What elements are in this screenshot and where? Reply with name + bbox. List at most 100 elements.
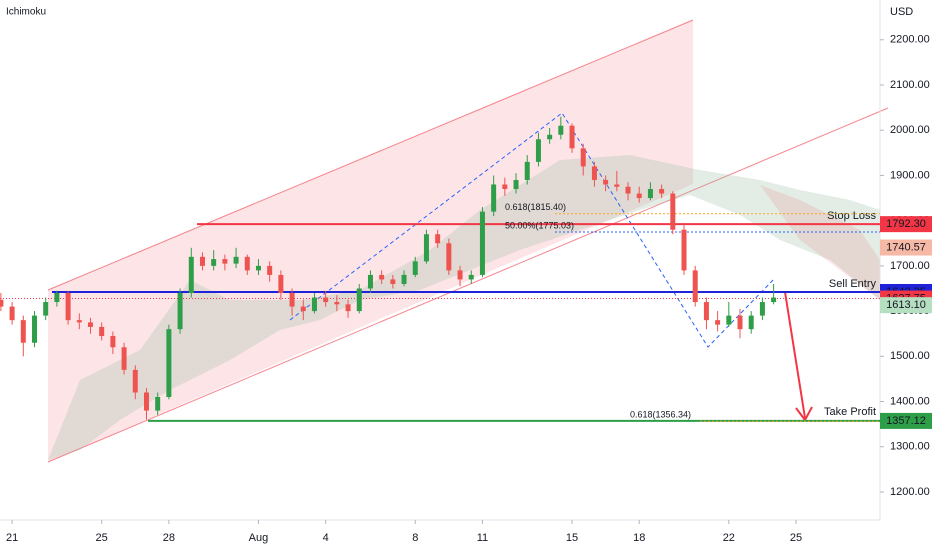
y-tick-label: 2100.00	[890, 79, 930, 91]
candle-body	[244, 256, 250, 271]
x-tick-label: 21	[6, 532, 18, 544]
level-name: Sell Entry	[829, 278, 877, 290]
price-tag	[880, 239, 932, 256]
candle-body	[43, 302, 49, 316]
level-name: Stop Loss	[827, 210, 876, 222]
price-tag	[880, 412, 932, 429]
candle-body	[759, 302, 765, 316]
price-tag	[880, 216, 932, 233]
candle-body	[76, 320, 82, 323]
candle-body	[379, 274, 385, 280]
candle-body	[513, 179, 519, 190]
candle-body	[412, 261, 418, 275]
candle-body	[524, 161, 530, 180]
x-tick-label: 18	[633, 532, 645, 544]
candle-body	[435, 234, 441, 244]
y-tick-label: 2200.00	[890, 34, 930, 46]
candle-body	[188, 256, 194, 294]
y-tick-label: 1200.00	[890, 486, 930, 498]
candle-body	[155, 397, 161, 411]
level-name: Take Profit	[824, 406, 876, 418]
candle-body	[278, 274, 284, 294]
price-tag	[880, 297, 932, 314]
candle-body	[423, 234, 429, 262]
candle-body	[647, 189, 653, 199]
candle-body	[715, 320, 721, 325]
candle-body	[569, 125, 575, 149]
candle-body	[0, 299, 4, 307]
candle-body	[65, 293, 71, 321]
arrow	[784, 291, 806, 419]
candle-body	[603, 179, 609, 185]
candle-body	[401, 274, 407, 284]
candle-body	[300, 306, 306, 312]
candle-body	[20, 320, 26, 343]
candle-body	[535, 139, 541, 162]
candle-body	[659, 189, 665, 194]
x-tick-label: 22	[723, 532, 735, 544]
candle-body	[121, 347, 127, 370]
price-tag-label: 1357.12	[886, 415, 926, 427]
candle-body	[166, 329, 172, 398]
x-tick-label: 11	[477, 532, 488, 544]
candle-body	[222, 259, 228, 264]
candle-body	[591, 166, 597, 180]
candle-body	[614, 184, 620, 187]
candle-body	[737, 315, 743, 330]
candle-body	[558, 125, 564, 135]
price-tag-label: 1792.30	[886, 218, 926, 230]
candle-body	[625, 186, 631, 194]
x-tick-label: 15	[566, 532, 578, 544]
x-tick-label: 28	[163, 532, 175, 544]
candle-body	[323, 297, 329, 303]
fib-label: 50.00%(1775.03)	[505, 220, 574, 230]
candle-body	[703, 302, 709, 321]
candle-body	[580, 148, 586, 167]
candle-body	[334, 302, 340, 305]
candle-body	[547, 134, 553, 140]
candle-body	[9, 306, 15, 321]
y-tick-label: 1700.00	[890, 260, 930, 272]
candle-body	[255, 265, 261, 271]
candle-body	[233, 256, 239, 264]
x-tick-label: 25	[790, 532, 802, 544]
candle-body	[87, 322, 93, 327]
candle-body	[468, 274, 474, 280]
candle-body	[681, 229, 687, 271]
x-tick-label: 4	[323, 532, 329, 544]
y-tick-label: 1300.00	[890, 441, 930, 453]
candle-body	[390, 279, 396, 284]
ichimoku-cloud-bear	[760, 185, 880, 300]
zigzag	[289, 112, 776, 348]
y-tick-label: 1400.00	[890, 395, 930, 407]
y-tick-label: 2000.00	[890, 124, 930, 136]
candle-body	[457, 270, 463, 280]
candle-body	[110, 335, 116, 348]
fib-label: 0.618(1815.40)	[505, 202, 566, 212]
candle-body	[692, 270, 698, 303]
candle-body	[636, 193, 642, 199]
fib-label: 0.618(1356.34)	[630, 410, 691, 420]
chart-title: Ichimoku	[6, 7, 46, 18]
candle-body	[771, 297, 777, 303]
candle-body	[99, 326, 105, 336]
x-tick-label: 25	[96, 532, 108, 544]
candle-body	[199, 256, 205, 266]
candle-body	[726, 315, 732, 325]
candle-body	[211, 259, 217, 266]
candle-body	[31, 315, 37, 343]
candle-body	[132, 369, 138, 393]
candle-body	[367, 274, 373, 289]
candle-body	[345, 304, 351, 312]
candle-body	[311, 297, 317, 312]
channel-top	[47, 19, 694, 291]
price-tag-label: 1740.57	[886, 241, 926, 253]
x-tick-label: Aug	[249, 532, 269, 544]
candle-body	[177, 293, 183, 330]
candle-body	[479, 211, 485, 275]
axis-unit: USD	[890, 6, 913, 18]
candle-body	[670, 193, 676, 230]
ichimoku-cloud	[48, 155, 880, 460]
